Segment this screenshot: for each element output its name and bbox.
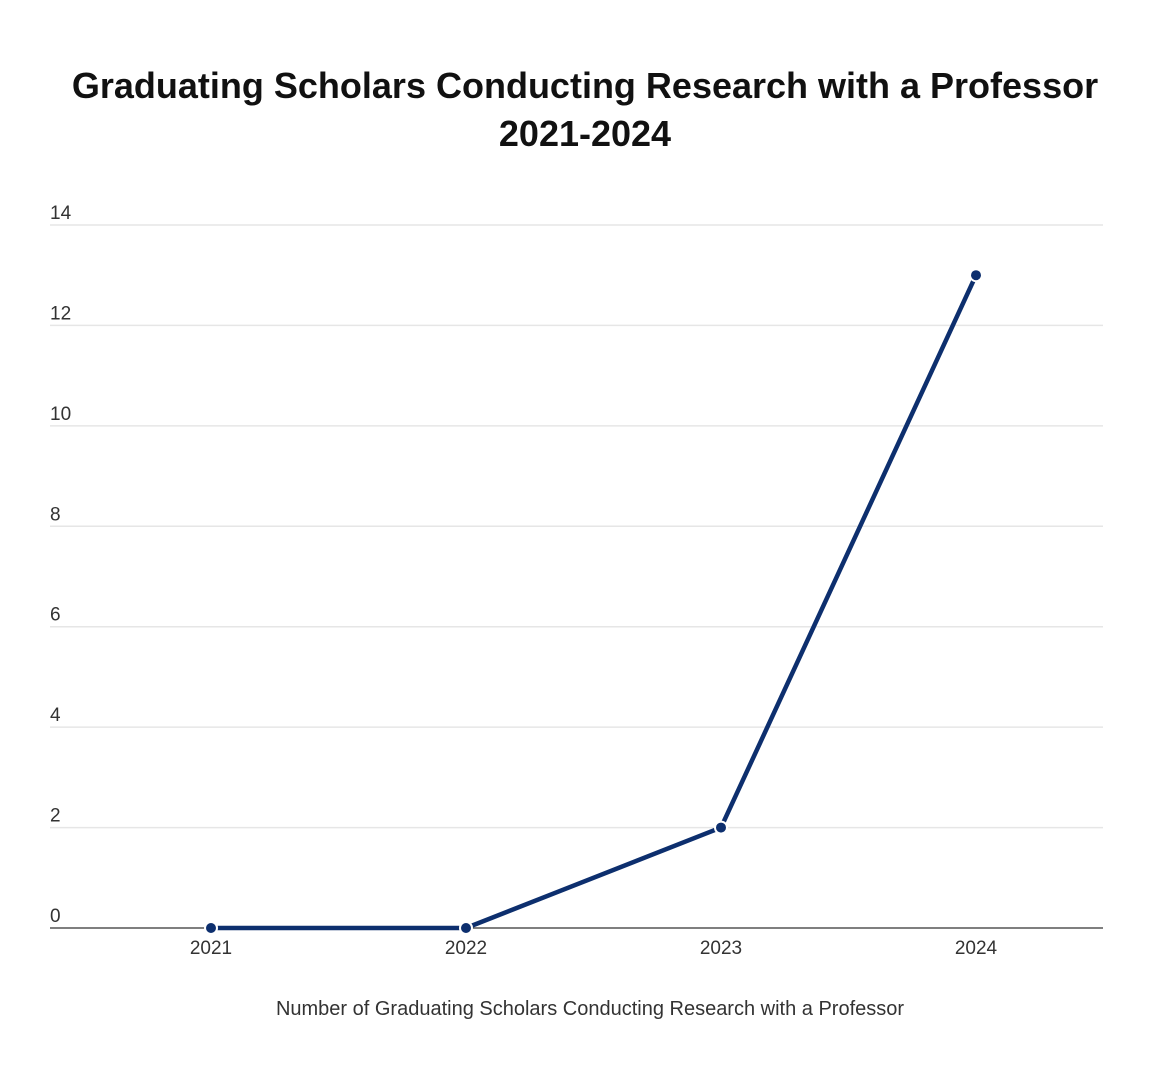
- series-line-0: [208, 272, 979, 931]
- chart-title: Graduating Scholars Conducting Research …: [0, 62, 1170, 158]
- x-tick-label-2021: 2021: [190, 938, 232, 959]
- chart-subtitle: 2021-2024: [498, 113, 672, 154]
- y-tick-label-6: 6: [50, 605, 61, 626]
- y-tick-label-12: 12: [50, 303, 71, 324]
- chart-title-main: Graduating Scholars Conducting Research …: [71, 65, 1099, 106]
- data-point-2024[interactable]: [969, 268, 983, 283]
- y-tick-label-2: 2: [50, 806, 61, 827]
- x-tick-label-2024: 2024: [955, 938, 998, 959]
- grid-lines: [50, 224, 1103, 829]
- y-tick-label-8: 8: [50, 504, 61, 525]
- series-layer: [204, 268, 983, 935]
- y-tick-label-10: 10: [50, 404, 71, 425]
- y-tick-label-14: 14: [50, 203, 72, 224]
- data-point-2023[interactable]: [714, 820, 728, 835]
- legend-series-label: Number of Graduating Scholars Conducting…: [275, 998, 905, 1020]
- y-tick-label-4: 4: [50, 705, 61, 726]
- y-tick-label-0: 0: [50, 906, 61, 927]
- data-point-2021[interactable]: [204, 921, 218, 935]
- x-tick-label-2023: 2023: [700, 938, 742, 959]
- y-axis-ticks: 0 2 4 6 8 10 12 14: [50, 203, 72, 927]
- x-tick-label-2022: 2022: [445, 938, 487, 959]
- x-axis-ticks: 2021 2022 2023 2024: [190, 938, 998, 959]
- data-point-2022[interactable]: [459, 921, 473, 935]
